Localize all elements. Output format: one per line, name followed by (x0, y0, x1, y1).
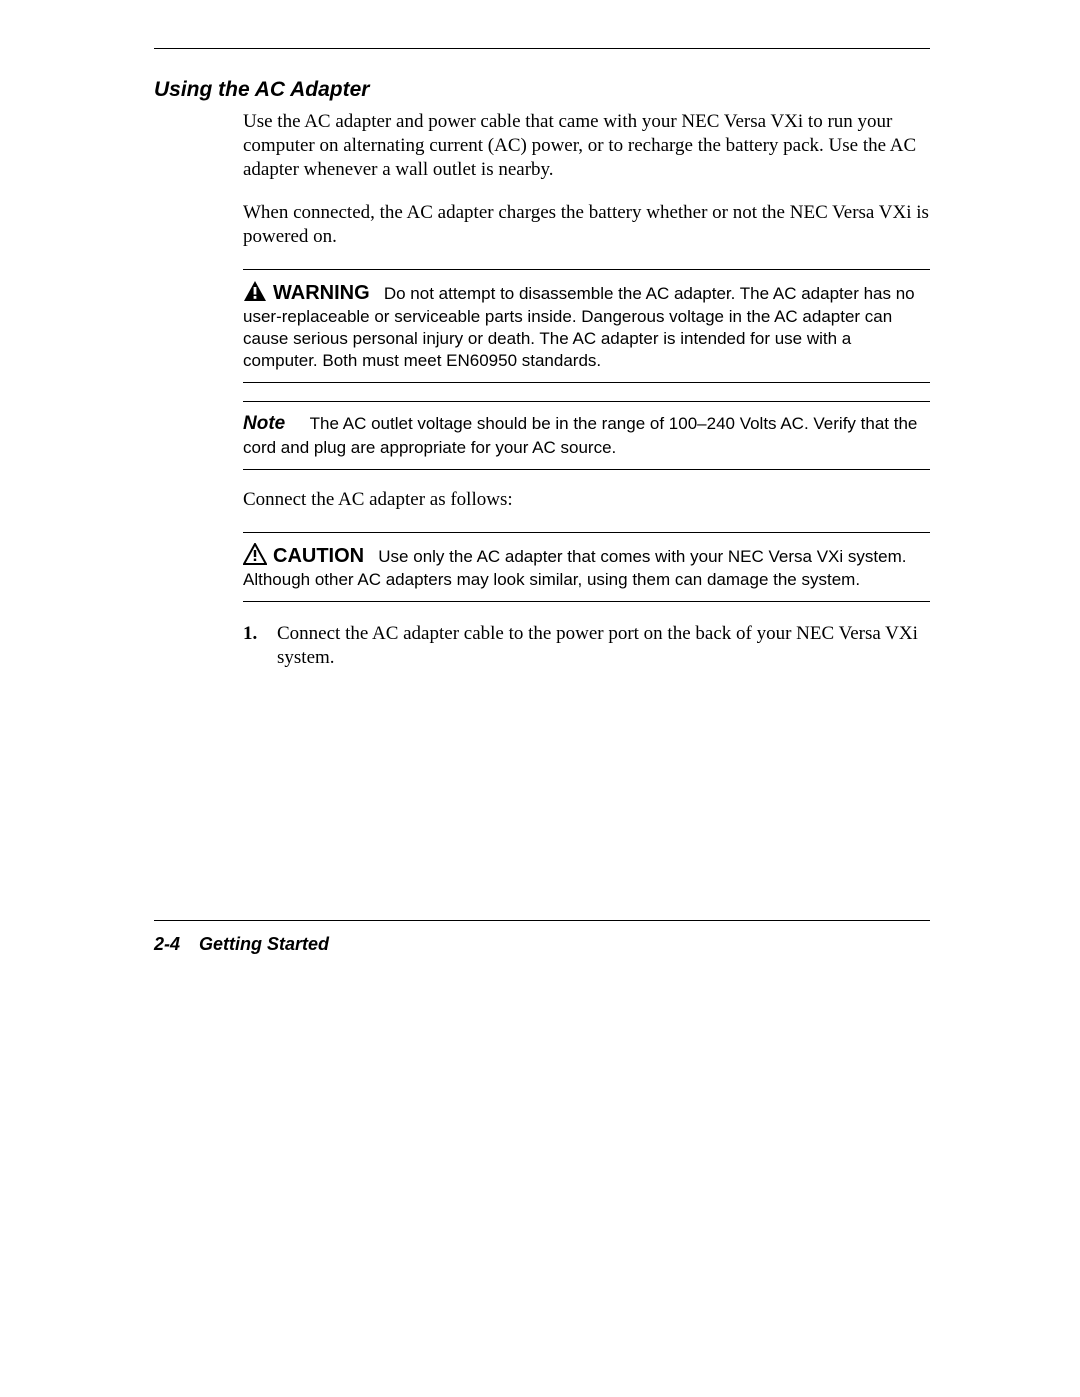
note-label: Note (243, 413, 305, 434)
list-item: 1. Connect the AC adapter cable to the p… (243, 622, 930, 671)
note-text: The AC outlet voltage should be in the r… (243, 414, 917, 457)
note-callout: Note The AC outlet voltage should be in … (243, 401, 930, 470)
step-text: Connect the AC adapter cable to the powe… (277, 622, 930, 671)
footer-section-title: Getting Started (199, 934, 329, 954)
top-rule (154, 48, 930, 49)
paragraph: Connect the AC adapter as follows: (243, 488, 930, 512)
caution-label: CAUTION (273, 545, 364, 567)
warning-label: WARNING (273, 282, 370, 304)
warning-callout: WARNING Do not attempt to disassemble th… (243, 269, 930, 383)
step-number: 1. (243, 622, 263, 671)
paragraph: When connected, the AC adapter charges t… (243, 201, 930, 249)
paragraph: Use the AC adapter and power cable that … (243, 110, 930, 181)
content-column: Use the AC adapter and power cable that … (243, 110, 930, 686)
ordered-steps: 1. Connect the AC adapter cable to the p… (243, 622, 930, 671)
caution-callout: CAUTION Use only the AC adapter that com… (243, 532, 930, 602)
page-footer: 2-4 Getting Started (154, 934, 329, 955)
page: Using the AC Adapter Use the AC adapter … (0, 0, 1080, 1397)
footer-rule (154, 920, 930, 921)
caution-icon (243, 543, 267, 565)
warning-icon (243, 280, 267, 302)
section-heading: Using the AC Adapter (154, 78, 369, 102)
page-number: 2-4 (154, 934, 194, 954)
